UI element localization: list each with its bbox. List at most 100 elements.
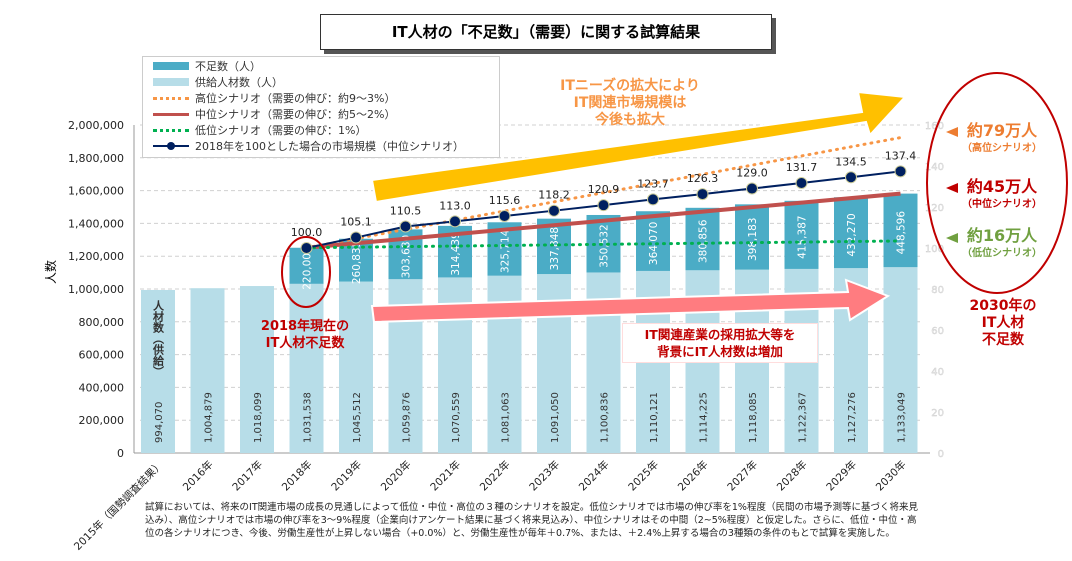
x-tick-label: 2022年 <box>477 458 513 494</box>
supply-label: 1,018,099 <box>253 392 264 443</box>
market-index-label: 126.3 <box>687 172 719 185</box>
market-index-label: 129.0 <box>736 167 768 180</box>
shortage-label: 314,439 <box>450 232 462 275</box>
y-tick-label: 2,000,000 <box>68 119 124 132</box>
annotation-line: IT関連産業の採用拡大等を <box>644 327 796 342</box>
current-shortage-highlight <box>281 236 331 308</box>
y-tick-label: 0 <box>117 447 124 460</box>
annotation-line: 不足数 <box>982 332 1024 348</box>
legend-mid: 中位シナリオ（需要の伸び：約5〜2%） <box>153 106 395 122</box>
market-index-label: 134.5 <box>835 155 867 168</box>
annotation-line: IT関連市場規模は <box>573 95 687 111</box>
2030-shortage-highlight <box>926 72 1068 294</box>
x-tick-label: 2030年 <box>873 458 909 494</box>
bar-inner-label: 人材数（供給） <box>152 299 166 377</box>
supply-label: 1,081,063 <box>501 392 512 443</box>
annotation-line: IT人材 <box>981 315 1025 331</box>
low-pointer-icon <box>946 233 958 243</box>
low-scenario-annotation: 約16万人 （低位シナリオ） <box>960 227 1044 263</box>
y-tick-label: 1,000,000 <box>68 283 124 296</box>
supply-bar <box>141 289 175 453</box>
annotation-value: 約45万人 <box>966 177 1038 196</box>
legend-high: 高位シナリオ（需要の伸び：約9〜3%） <box>153 90 395 106</box>
mid-pointer-icon <box>946 183 958 193</box>
annotation-label: （低位シナリオ） <box>962 248 1042 259</box>
high-pointer-icon <box>946 127 958 137</box>
market-index-point <box>647 193 659 206</box>
shortage-bar <box>685 207 720 271</box>
mid-scenario-line <box>306 191 901 250</box>
mid-scenario-annotation: 約45万人 （中位シナリオ） <box>960 178 1044 214</box>
supply-label: 1,114,225 <box>699 392 710 443</box>
chart-title: IT人材の「不足数」（需要）に関する試算結果 <box>320 14 772 50</box>
y-tick-label: 1,400,000 <box>68 217 124 230</box>
y-tick-label: 1,200,000 <box>68 250 124 263</box>
x-tick-label: 2020年 <box>378 458 414 494</box>
market-index-label: 131.7 <box>786 161 818 174</box>
legend-swatch <box>153 96 189 100</box>
current-shortage-annotation: 2018年現在の IT人材不足数 <box>240 318 370 352</box>
annotation-line: 2030年の <box>969 298 1037 314</box>
supply-label: 1,045,512 <box>352 392 363 443</box>
shortage-label: 337,848 <box>549 227 561 270</box>
market-index-label: 110.5 <box>390 204 422 217</box>
y-tick-label: 800,000 <box>79 316 125 329</box>
shortage-bar <box>784 200 819 269</box>
legend-market: 2018年を100とした場合の市場規模（中位シナリオ） <box>153 138 464 154</box>
market-index-label: 115.6 <box>489 194 521 207</box>
y2030-annotation: 2030年の IT人材 不足数 <box>958 298 1048 349</box>
high-scenario-annotation: 約79万人 （高位シナリオ） <box>960 122 1044 158</box>
y2-tick-label: 120 <box>925 203 944 214</box>
annotation-line: 今後も拡大 <box>595 112 665 128</box>
annotation-value: 約79万人 <box>966 121 1038 140</box>
x-tick-label: 2028年 <box>774 458 810 494</box>
y-tick-label: 200,000 <box>79 414 125 427</box>
legend-label: 中位シナリオ（需要の伸び：約5〜2%） <box>195 108 396 121</box>
supply-label: 1,091,050 <box>550 392 561 443</box>
market-index-point <box>597 199 610 212</box>
x-tick-label: 2027年 <box>725 458 761 494</box>
shortage-label: 364,070 <box>648 222 660 265</box>
legend-label: 高位シナリオ（需要の伸び：約9〜3%） <box>195 92 396 105</box>
shortage-label: 350,532 <box>599 224 611 267</box>
y2-tick-label: 100 <box>925 244 944 255</box>
legend-label: 供給人材数（人） <box>195 76 283 89</box>
shortage-bar <box>834 197 868 269</box>
shortage-label: 303,680 <box>401 235 413 278</box>
market-index-point <box>498 210 511 223</box>
market-index-point <box>746 182 758 195</box>
supply-label: 1,133,049 <box>897 392 908 443</box>
supply-label: 994,070 <box>154 402 165 443</box>
x-tick-label: 2024年 <box>576 458 612 494</box>
legend-swatch <box>153 78 189 86</box>
legend-swatch <box>153 128 189 132</box>
supply-label: 1,127,276 <box>847 392 858 443</box>
supply-label: 1,122,367 <box>798 392 809 443</box>
market-growth-annotation: ITニーズの拡大により IT関連市場規模は 今後も拡大 <box>540 78 720 129</box>
x-tick-label: 2017年 <box>230 458 266 494</box>
annotation-line: ITニーズの拡大により <box>560 78 700 94</box>
market-index-point <box>845 171 857 184</box>
legend-supply: 供給人材数（人） <box>153 74 283 90</box>
annotation-label: （中位シナリオ） <box>962 199 1042 210</box>
shortage-label: 260,835 <box>351 241 363 284</box>
y2-tick-label: 20 <box>931 408 944 419</box>
legend-shortage: 不足数（人） <box>153 58 261 74</box>
shortage-label: 380,856 <box>698 219 710 263</box>
footnote: 試算においては、将来のIT関連市場の成長の見通しによって低位・中位・高位の３種の… <box>145 502 918 539</box>
x-tick-label: 2026年 <box>675 458 711 494</box>
legend-swatch <box>153 142 189 150</box>
x-tick-label: 2016年 <box>180 458 216 494</box>
workforce-growth-annotation: IT関連産業の採用拡大等を 背景にIT人材数は増加 <box>622 323 818 363</box>
supply-bar <box>240 286 274 453</box>
y2-tick-label: 60 <box>931 326 944 337</box>
shortage-bar <box>883 193 918 268</box>
supply-label: 1,070,559 <box>451 392 462 443</box>
shortage-label: 325,714 <box>500 229 512 273</box>
annotation-value: 約16万人 <box>966 226 1038 245</box>
market-index-point <box>449 215 461 228</box>
market-index-point <box>350 231 362 244</box>
x-tick-label: 2019年 <box>329 458 365 494</box>
market-index-point <box>548 204 560 217</box>
